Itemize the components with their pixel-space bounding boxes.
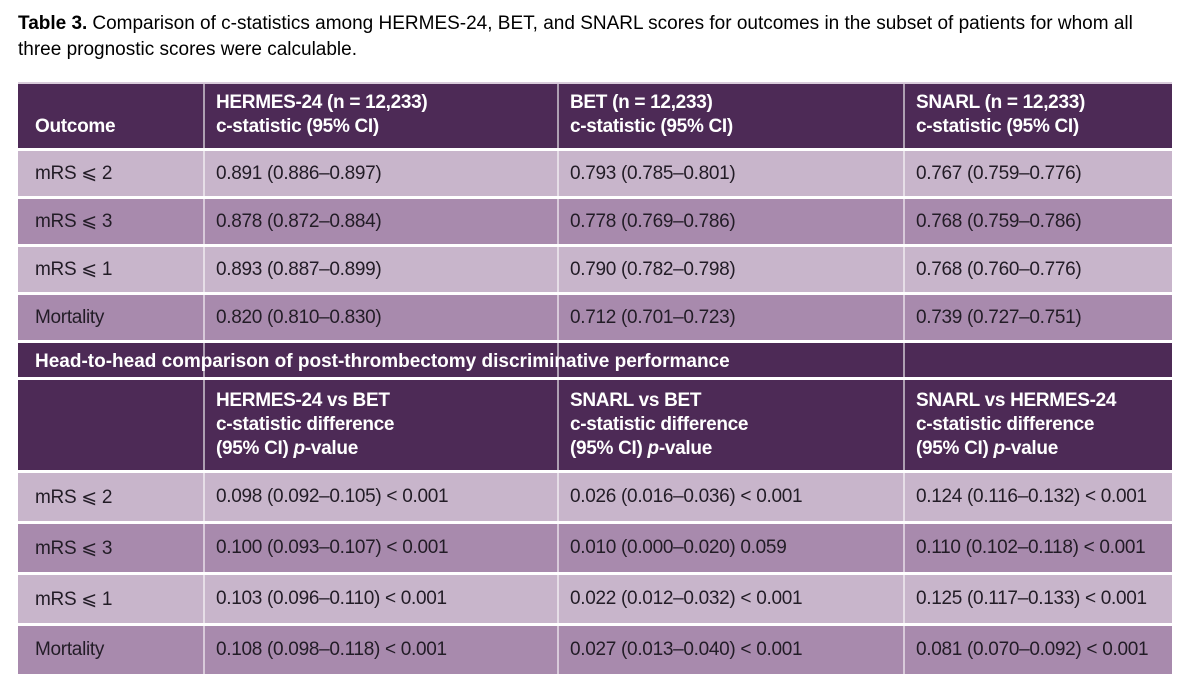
column-header-line1: HERMES-24 vs BET xyxy=(216,390,390,411)
value-suffix: -value xyxy=(1004,438,1058,459)
value-cell: 0.768 (0.759–0.786) xyxy=(916,210,1082,232)
value-cell: 0.878 (0.872–0.884) xyxy=(216,210,382,232)
caption-text: Comparison of c-statistics among HERMES-… xyxy=(18,13,1133,60)
p-italic: p xyxy=(647,438,660,459)
comparison-header-row: HERMES-24 vs BET c-statistic difference … xyxy=(18,377,1172,470)
ci-label: (95% CI) xyxy=(916,438,994,459)
column-header-line3: (95% CI) p-value xyxy=(916,437,1172,461)
value-cell: 0.778 (0.769–0.786) xyxy=(570,210,736,232)
column-header-line2: c-statistic difference xyxy=(916,414,1095,435)
value-suffix: -value xyxy=(658,438,712,459)
page: Table 3. Comparison of c-statistics among… xyxy=(18,0,1172,674)
value-cell: 0.103 (0.096–0.110) < 0.001 xyxy=(216,588,447,609)
value-cell: 0.793 (0.785–0.801) xyxy=(570,162,736,184)
value-cell: 0.893 (0.887–0.899) xyxy=(216,258,382,280)
value-cell: 0.010 (0.000–0.020) 0.059 xyxy=(570,537,787,558)
outcome-cell: mRS ⩽ 2 xyxy=(35,486,113,508)
table-row: mRS ⩽ 1 0.893 (0.887–0.899) 0.790 (0.782… xyxy=(18,244,1172,292)
outcome-cell: mRS ⩽ 1 xyxy=(35,588,113,610)
comparison-table: Outcome HERMES-24 (n = 12,233) c-statist… xyxy=(18,82,1172,674)
value-cell: 0.022 (0.012–0.032) < 0.001 xyxy=(570,588,803,609)
empty-header-cell xyxy=(18,380,203,470)
column-header-line3: (95% CI) p-value xyxy=(216,437,557,461)
p-italic: p xyxy=(293,438,306,459)
value-cell: 0.027 (0.013–0.040) < 0.001 xyxy=(570,639,803,660)
table-row: mRS ⩽ 1 0.103 (0.096–0.110) < 0.001 0.02… xyxy=(18,572,1172,623)
column-header-line2: c-statistic (95% CI) xyxy=(216,116,379,137)
column-header-line1: SNARL (n = 12,233) xyxy=(916,92,1086,113)
table-row: mRS ⩽ 2 0.098 (0.092–0.105) < 0.001 0.02… xyxy=(18,470,1172,521)
table-row: mRS ⩽ 2 0.891 (0.886–0.897) 0.793 (0.785… xyxy=(18,148,1172,196)
p-italic: p xyxy=(993,438,1006,459)
table-row: mRS ⩽ 3 0.878 (0.872–0.884) 0.778 (0.769… xyxy=(18,196,1172,244)
column-header-snarl: SNARL (n = 12,233) c-statistic (95% CI) xyxy=(903,84,1172,148)
table-header-row: Outcome HERMES-24 (n = 12,233) c-statist… xyxy=(18,84,1172,148)
value-cell: 0.125 (0.117–0.133) < 0.001 xyxy=(916,588,1147,609)
value-cell: 0.767 (0.759–0.776) xyxy=(916,162,1082,184)
column-header-line2: c-statistic difference xyxy=(570,414,749,435)
outcome-cell: mRS ⩽ 1 xyxy=(35,259,113,280)
value-cell: 0.098 (0.092–0.105) < 0.001 xyxy=(216,486,449,507)
outcome-cell: Mortality xyxy=(35,639,105,660)
column-header-line1: SNARL vs HERMES-24 xyxy=(916,390,1117,411)
column-header-line1: BET (n = 12,233) xyxy=(570,92,713,113)
value-cell: 0.790 (0.782–0.798) xyxy=(570,258,736,280)
column-header-line1: SNARL vs BET xyxy=(570,390,702,411)
value-cell: 0.768 (0.760–0.776) xyxy=(916,258,1082,280)
value-cell: 0.739 (0.727–0.751) xyxy=(916,306,1082,328)
value-cell: 0.110 (0.102–0.118) < 0.001 xyxy=(916,537,1146,558)
column-header-snarl-vs-hermes: SNARL vs HERMES-24 c-statistic differenc… xyxy=(903,380,1172,470)
outcome-cell: mRS ⩽ 3 xyxy=(35,211,113,232)
value-cell: 0.108 (0.098–0.118) < 0.001 xyxy=(216,639,447,660)
value-cell: 0.820 (0.810–0.830) xyxy=(216,306,382,328)
ci-label: (95% CI) xyxy=(570,438,648,459)
outcome-cell: Mortality xyxy=(35,306,105,328)
value-suffix: -value xyxy=(304,438,358,459)
column-header-label: Outcome xyxy=(35,116,116,137)
column-header-line2: c-statistic difference xyxy=(216,414,395,435)
section-header: Head-to-head comparison of post-thrombec… xyxy=(18,340,1172,377)
outcome-cell: mRS ⩽ 2 xyxy=(35,163,113,184)
value-cell: 0.026 (0.016–0.036) < 0.001 xyxy=(570,486,803,507)
table-row: Mortality 0.820 (0.810–0.830) 0.712 (0.7… xyxy=(18,292,1172,340)
column-header-hermes-vs-bet: HERMES-24 vs BET c-statistic difference … xyxy=(203,380,557,470)
column-header-line1: HERMES-24 (n = 12,233) xyxy=(216,92,428,113)
table-row: mRS ⩽ 3 0.100 (0.093–0.107) < 0.001 0.01… xyxy=(18,521,1172,572)
table-row: Mortality 0.108 (0.098–0.118) < 0.001 0.… xyxy=(18,623,1172,674)
value-cell: 0.100 (0.093–0.107) < 0.001 xyxy=(216,537,449,558)
column-header-line2: c-statistic (95% CI) xyxy=(570,116,733,137)
ci-label: (95% CI) xyxy=(216,438,294,459)
value-cell: 0.124 (0.116–0.132) < 0.001 xyxy=(916,486,1147,507)
column-header-line2: c-statistic (95% CI) xyxy=(916,116,1079,137)
value-cell: 0.712 (0.701–0.723) xyxy=(570,306,736,328)
value-cell: 0.891 (0.886–0.897) xyxy=(216,162,382,184)
column-header-bet: BET (n = 12,233) c-statistic (95% CI) xyxy=(557,84,903,148)
value-cell: 0.081 (0.070–0.092) < 0.001 xyxy=(916,639,1149,660)
column-header-outcome: Outcome xyxy=(18,84,203,148)
column-header-hermes24: HERMES-24 (n = 12,233) c-statistic (95% … xyxy=(203,84,557,148)
table-caption: Table 3. Comparison of c-statistics among… xyxy=(18,0,1170,63)
column-header-snarl-vs-bet: SNARL vs BET c-statistic difference (95%… xyxy=(557,380,903,470)
caption-label: Table 3. xyxy=(18,13,88,34)
outcome-cell: mRS ⩽ 3 xyxy=(35,537,113,559)
column-header-line3: (95% CI) p-value xyxy=(570,437,903,461)
